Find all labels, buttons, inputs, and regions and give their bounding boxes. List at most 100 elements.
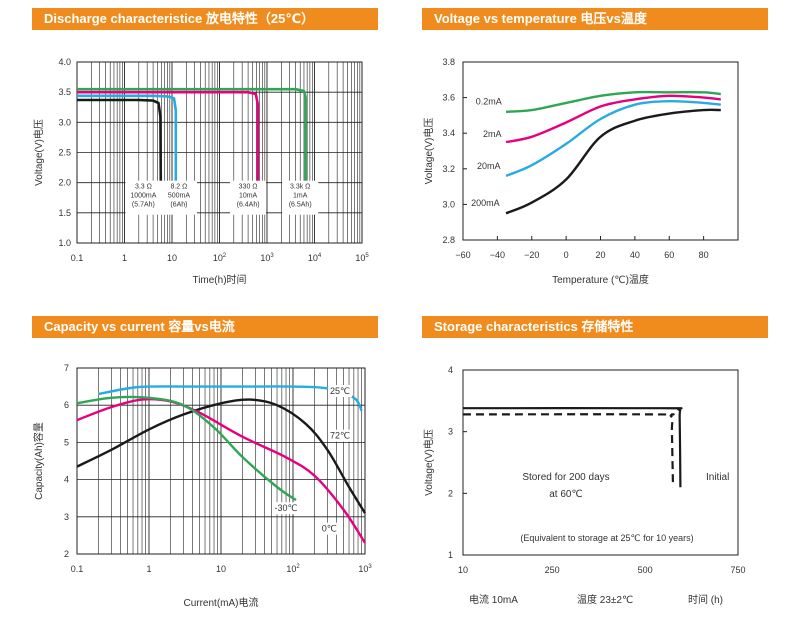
discharge-y-tick-label: 2.5	[58, 148, 71, 158]
storage-footer-current: 电流 10mA	[469, 593, 518, 606]
discharge-annotation-1: (6Ah)	[170, 202, 187, 209]
discharge-series-line-2	[77, 90, 260, 183]
capacity-y-tick-label: 7	[64, 363, 69, 373]
discharge-x-tick-label: 105	[355, 253, 369, 263]
discharge-annotation-0: (5.7Ah)	[132, 202, 155, 209]
discharge-y-axis-label: Voltage(V)电压	[32, 119, 45, 186]
voltage-temp-x-tick-label: 40	[630, 250, 640, 260]
discharge-x-tick-label: 102	[213, 253, 227, 263]
capacity-series-label-1: 72℃	[330, 431, 350, 441]
storage-plot-frame	[462, 369, 739, 556]
voltage-temp-x-tick-label: −60	[455, 250, 470, 260]
storage-footer-temperature: 温度 23±2℃	[577, 593, 633, 606]
storage-y-tick-label: 4	[448, 365, 453, 375]
discharge-x-tick-label: 1	[122, 253, 127, 263]
discharge-series-line-1	[77, 94, 178, 183]
discharge-annotation-bg-0	[125, 180, 162, 215]
discharge-annotation-3: 1mA	[293, 193, 308, 200]
discharge-y-tick-label: 4.0	[58, 57, 71, 67]
discharge-y-tick-label: 2.0	[58, 178, 71, 188]
discharge-chart-title: Discharge characteristice 放电特性（25℃）	[32, 8, 378, 30]
voltage-temp-y-tick-label: 2.8	[442, 235, 455, 245]
voltage-temp-x-tick-label: −40	[490, 250, 505, 260]
discharge-annotation-3: 3.3k Ω	[290, 184, 310, 191]
storage-series-line-1	[462, 413, 675, 488]
discharge-annotation-2: 10mA	[239, 193, 258, 200]
discharge-x-tick-label: 103	[260, 253, 274, 263]
voltage-temp-series-label-1: 2mA	[483, 129, 502, 139]
capacity-series-line-0	[98, 385, 363, 412]
discharge-annotation-1: 500mA	[168, 193, 191, 200]
discharge-annotation-0: 1000mA	[130, 193, 156, 200]
discharge-series-line-0	[77, 98, 163, 183]
capacity-series-label-2: 0℃	[322, 524, 337, 534]
capacity-series-label-bg-0	[328, 385, 353, 398]
discharge-annotation-bg-1	[160, 180, 197, 215]
discharge-y-tick-label: 1.0	[58, 238, 71, 248]
storage-x-tick-label: 10	[458, 565, 468, 575]
discharge-series-line-3	[77, 87, 307, 183]
capacity-series-label-bg-2	[317, 522, 342, 535]
capacity-x-tick-label: 1	[146, 564, 151, 574]
voltage-temp-x-tick-label: 0	[564, 250, 569, 260]
storage-x-tick-label: 500	[638, 565, 653, 575]
discharge-x-tick-label: 10	[167, 253, 177, 263]
capacity-x-tick-label: 102	[286, 564, 300, 574]
capacity-y-tick-label: 3	[64, 512, 69, 522]
voltage-temp-y-tick-label: 3.4	[442, 128, 455, 138]
voltage-temp-plot-frame	[462, 61, 739, 241]
capacity-series-label-0: 25℃	[330, 386, 350, 396]
discharge-annotation-bg-2	[230, 180, 267, 215]
voltage-temp-x-axis-label: Temperature (℃)温度	[552, 273, 649, 286]
voltage-temp-y-tick-label: 3.6	[442, 93, 455, 103]
capacity-x-tick-label: 103	[358, 564, 372, 574]
capacity-y-tick-label: 4	[64, 475, 69, 485]
capacity-x-tick-label: 10	[216, 564, 226, 574]
capacity-series-label-bg-3	[274, 502, 299, 515]
capacity-current-chart-title: Capacity vs current 容量vs电流	[32, 316, 378, 338]
voltage-temp-y-tick-label: 3.8	[442, 57, 455, 67]
voltage-temp-x-tick-label: 80	[699, 250, 709, 260]
storage-y-tick-label: 2	[448, 488, 453, 498]
voltage-temp-x-tick-label: 20	[595, 250, 605, 260]
storage-x-tick-label: 250	[545, 565, 560, 575]
capacity-x-axis-label: Current(mA)电流	[183, 596, 258, 609]
storage-annotation-stored-line2: at 60℃	[549, 489, 582, 500]
storage-y-tick-label: 3	[448, 427, 453, 437]
capacity-y-axis-label: Capacity(Ah)容量	[32, 422, 45, 500]
capacity-series-line-1	[76, 398, 367, 514]
voltage-temp-x-tick-label: 60	[664, 250, 674, 260]
capacity-x-tick-label: 0.1	[71, 564, 84, 574]
voltage-temp-chart-title: Voltage vs temperature 电压vs温度	[422, 8, 768, 30]
storage-annotation-equivalent: (Equivalent to storage at 25℃ for 10 yea…	[520, 533, 693, 543]
voltage-temp-series-label-3: 200mA	[471, 198, 500, 208]
capacity-series-label-bg-1	[328, 429, 353, 442]
storage-chart-title: Storage characteristics 存储特性	[422, 316, 768, 338]
discharge-x-tick-label: 0.1	[71, 253, 84, 263]
storage-annotation-initial: Initial	[706, 472, 729, 483]
capacity-series-line-2	[76, 398, 367, 544]
discharge-annotation-2: 330 Ω	[239, 184, 258, 191]
voltage-temp-x-tick-label: −20	[524, 250, 539, 260]
discharge-y-tick-label: 3.0	[58, 117, 71, 127]
storage-y-tick-label: 1	[448, 550, 453, 560]
discharge-annotation-3: (6.5Ah)	[289, 202, 312, 209]
voltage-temp-series-label-2: 20mA	[477, 161, 501, 171]
capacity-series-line-3	[76, 395, 297, 502]
capacity-y-tick-label: 2	[64, 549, 69, 559]
discharge-annotation-1: 8.2 Ω	[170, 184, 187, 191]
discharge-y-tick-label: 3.5	[58, 87, 71, 97]
discharge-annotation-2: (6.4Ah)	[237, 202, 260, 209]
voltage-temp-series-line-1	[505, 94, 721, 144]
storage-series-line-0	[462, 407, 683, 488]
voltage-temp-series-line-0	[505, 90, 721, 113]
voltage-temp-series-line-3	[505, 108, 721, 215]
discharge-annotation-0: 3.3 Ω	[135, 184, 152, 191]
discharge-x-axis-label: Time(h)时间	[192, 273, 246, 286]
capacity-y-tick-label: 6	[64, 400, 69, 410]
voltage-temp-series-line-2	[505, 99, 721, 178]
storage-y-axis-label: Voltage(V)电压	[422, 429, 435, 496]
voltage-temp-series-label-0: 0.2mA	[476, 97, 502, 107]
capacity-series-label-3: -30℃	[274, 503, 297, 513]
storage-x-tick-label: 750	[730, 565, 745, 575]
